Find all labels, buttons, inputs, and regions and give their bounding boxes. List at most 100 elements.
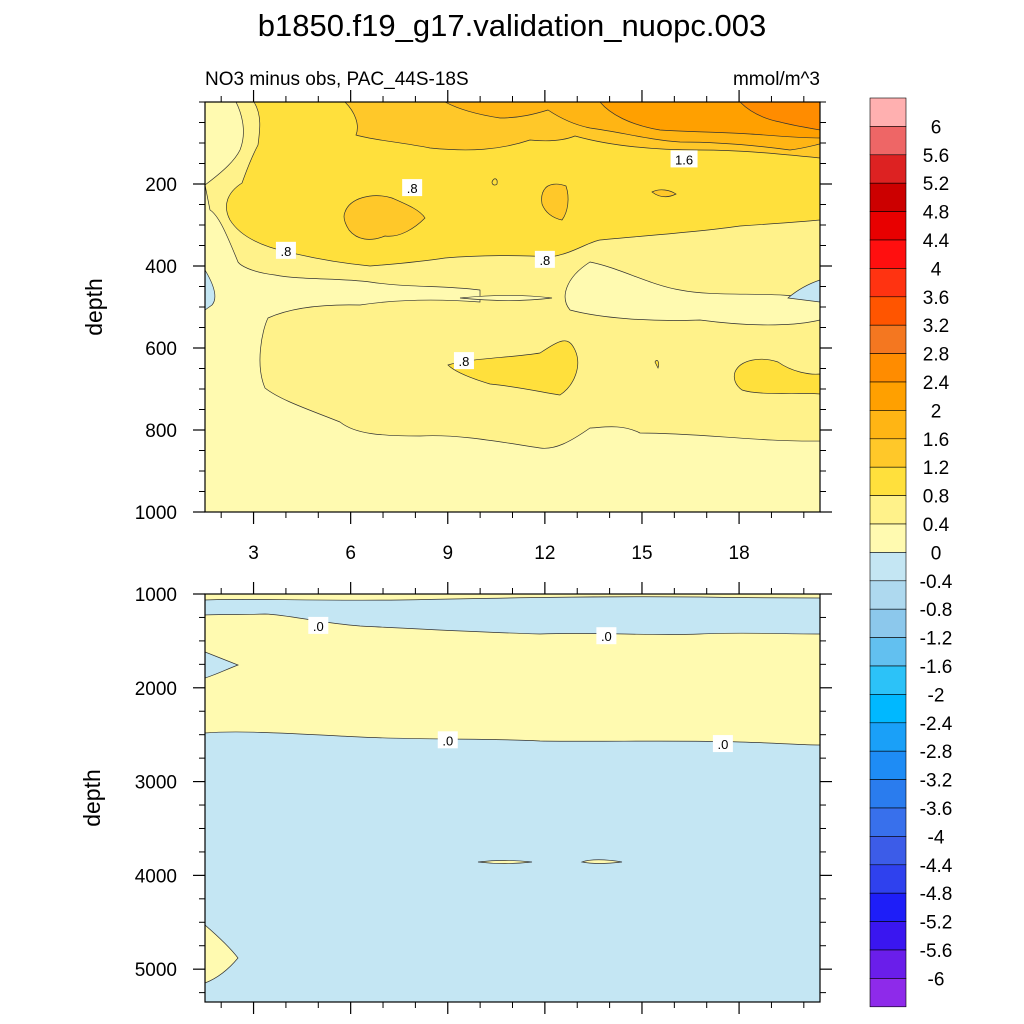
contour-label: .0 — [717, 737, 728, 752]
x-tick-label: 9 — [442, 543, 453, 564]
colorbar-label: -2.8 — [920, 742, 953, 763]
x-tick-label: 3 — [248, 543, 259, 564]
y-tick-label: 5000 — [135, 960, 177, 981]
contour-label-bg — [534, 250, 555, 268]
top-dot — [491, 178, 498, 186]
contour-label-bg — [308, 616, 329, 634]
colorbar-label: 4.8 — [923, 203, 949, 224]
subtitle-left: NO3 minus obs, PAC_44S-18S — [205, 69, 469, 90]
top-blue-right — [787, 279, 820, 303]
colorbar-label: -0.8 — [920, 600, 953, 621]
top-panel: 3 6 9 12 15 18 200 400 600 800 1000 .8 .8 .8 .8 1.6 de… — [81, 90, 832, 564]
colorbar-box — [869, 353, 907, 383]
x-tick-label: 15 — [631, 543, 652, 564]
bottom-yellow-bottom-left — [205, 924, 239, 984]
colorbar-box — [869, 807, 907, 837]
top-contour-labels: .8 .8 .8 .8 1.6 — [275, 150, 698, 370]
y-tick-label: 400 — [145, 257, 177, 278]
y-tick-label: 800 — [145, 421, 177, 442]
colorbar-box — [869, 324, 907, 354]
colorbar-box — [869, 381, 907, 411]
colorbar-label: -4 — [928, 827, 945, 848]
colorbar-box — [869, 694, 907, 724]
colorbar-box — [869, 949, 907, 979]
colorbar-label: 3.6 — [923, 288, 949, 309]
colorbar-label: -2 — [928, 685, 945, 706]
colorbar-label: -1.2 — [920, 629, 953, 650]
colorbar-label: 2.4 — [923, 373, 950, 394]
colorbar-label: -3.6 — [920, 799, 953, 820]
colorbar-box — [869, 268, 907, 298]
colorbar-box — [869, 892, 907, 922]
colorbar-label: 5.6 — [923, 146, 949, 167]
contour-label: .8 — [459, 354, 470, 369]
y-tick-label: 1000 — [135, 503, 177, 524]
bottom-blue-strip — [205, 596, 820, 635]
y-tick-label: 600 — [145, 339, 177, 360]
colorbar-label: -3.2 — [920, 771, 953, 792]
contour-label: .0 — [313, 619, 324, 634]
colorbar-label: 0.8 — [923, 487, 949, 508]
colorbar-label: -0.4 — [920, 572, 953, 593]
y-tick-label: 4000 — [135, 866, 177, 887]
contour-label-bg — [670, 150, 698, 168]
colorbar-box — [869, 438, 907, 468]
colorbar-box — [869, 921, 907, 951]
colorbar-box — [869, 580, 907, 610]
contour-label-bg — [275, 241, 296, 259]
colorbar-box — [869, 126, 907, 156]
colorbar-box — [869, 211, 907, 241]
contour-label-bg — [596, 627, 617, 645]
contour-label: .8 — [407, 181, 418, 196]
top-dot2 — [654, 360, 660, 369]
colorbar-label: 0.4 — [923, 515, 950, 536]
colorbar-label: 6 — [931, 117, 942, 138]
y-tick-label: 3000 — [135, 773, 177, 794]
top-axis-ticks: 3 6 9 12 15 18 200 400 600 800 1000 — [135, 90, 832, 564]
colorbar-label: 4.4 — [923, 231, 950, 252]
colorbar-label: -5.6 — [920, 941, 953, 962]
colorbar-box — [869, 182, 907, 212]
colorbar: 6 5.6 5.2 4.8 4.4 4 3.6 3.2 2.8 2.4 2 1.6 1.2 0.8 0.4 0… — [869, 97, 953, 1008]
colorbar-label: 0 — [931, 543, 942, 564]
x-tick-label: 6 — [345, 543, 356, 564]
colorbar-label: 1.2 — [923, 458, 949, 479]
top-lens-0 — [459, 295, 553, 301]
contour-label: 1.6 — [675, 152, 693, 167]
colorbar-box — [869, 779, 907, 809]
bottom-axis-ticks: 1000 2000 3000 4000 5000 — [135, 582, 832, 1014]
y-tick-label: 200 — [145, 175, 177, 196]
colorbar-box — [869, 97, 907, 127]
bottom-blue-left-notch — [205, 651, 239, 679]
top-band-08-mid — [447, 340, 579, 396]
colorbar-label: 2 — [931, 401, 942, 422]
bottom-contour-labels: .0 .0 .0 .0 — [308, 616, 733, 753]
colorbar-box — [869, 722, 907, 752]
colorbar-box — [869, 523, 907, 553]
colorbar-label: -1.6 — [920, 657, 953, 678]
colorbar-box — [869, 978, 907, 1008]
y-tick-label: 1000 — [135, 585, 177, 606]
contour-label: .0 — [601, 629, 612, 644]
colorbar-label: 3.2 — [923, 316, 949, 337]
bottom-y-axis-label: depth — [79, 769, 105, 827]
top-blob-12-b — [541, 183, 569, 221]
top-blob-12-c — [651, 189, 677, 198]
contour-label: .8 — [539, 253, 550, 268]
colorbar-label: -4.8 — [920, 884, 953, 905]
colorbar-label: 2.8 — [923, 345, 949, 366]
colorbar-label: 1.6 — [923, 430, 949, 451]
bottom-blue-deep — [205, 731, 820, 1002]
colorbar-box — [869, 836, 907, 866]
colorbar-box — [869, 608, 907, 638]
colorbar-label: -2.4 — [920, 714, 953, 735]
contour-label-bg — [712, 735, 733, 753]
top-blue-left — [205, 269, 216, 311]
contour-label-bg — [453, 352, 474, 370]
colorbar-box — [869, 665, 907, 695]
y-tick-label: 2000 — [135, 679, 177, 700]
colorbar-label: -6 — [928, 969, 945, 990]
colorbar-label: -5.2 — [920, 913, 953, 934]
colorbar-box — [869, 552, 907, 582]
